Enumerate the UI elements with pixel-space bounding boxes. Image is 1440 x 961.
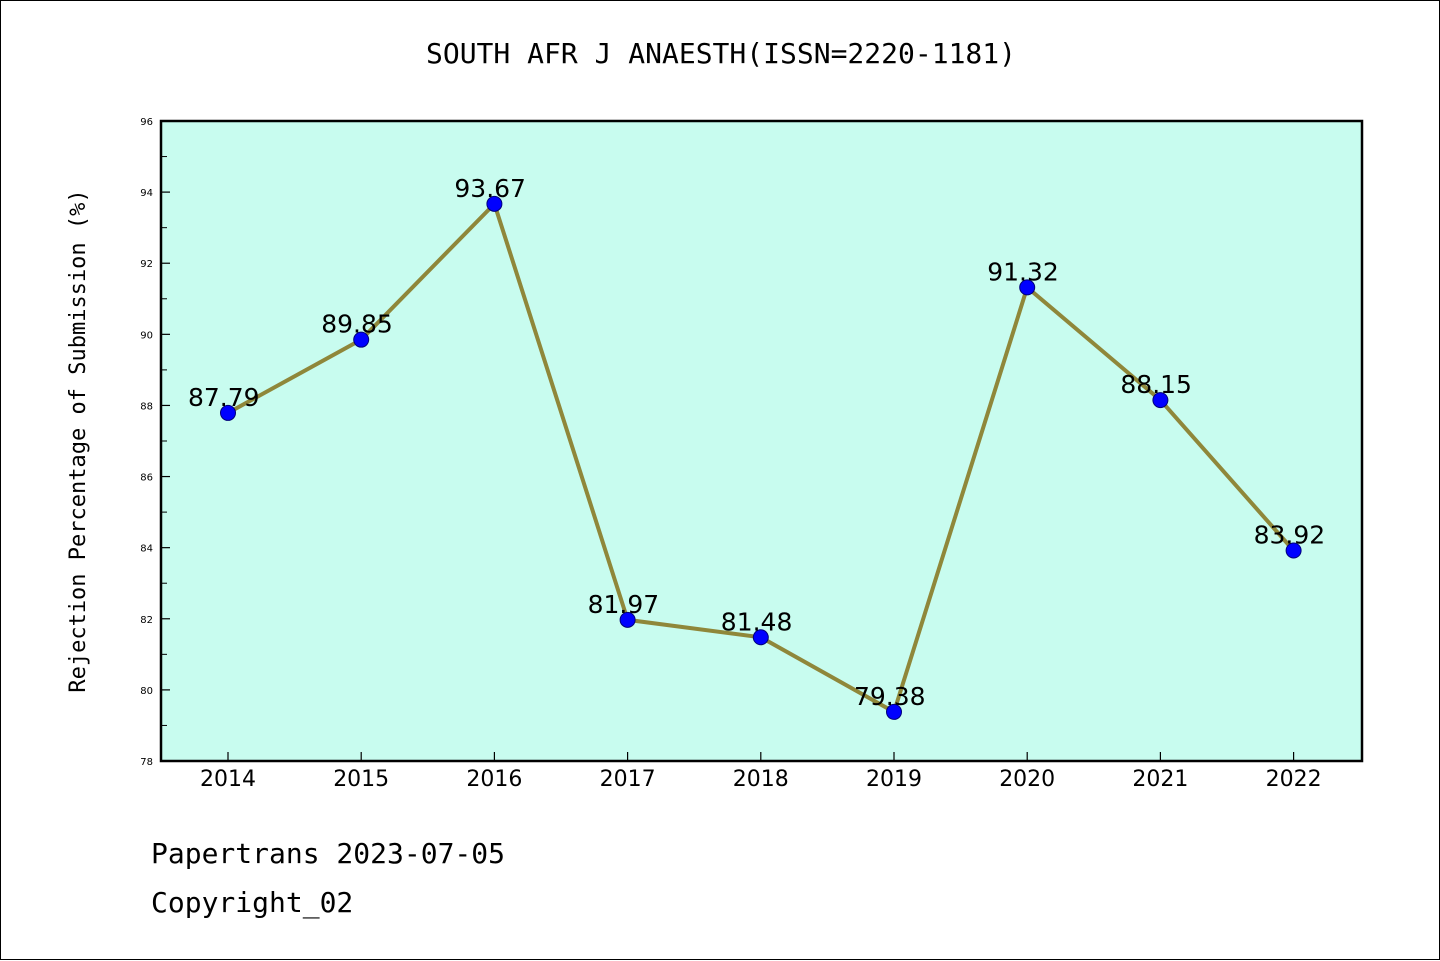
data-label: 79.38 [854, 682, 926, 711]
x-tick-label: 2021 [1132, 767, 1188, 792]
y-tick-label: 92 [140, 259, 153, 270]
y-tick-label: 94 [140, 188, 153, 199]
data-point [220, 404, 236, 421]
footer-copyright: Copyright_02 [151, 886, 354, 919]
y-tick-label: 84 [140, 544, 153, 555]
y-tick-label: 88 [140, 401, 153, 412]
data-label: 81.48 [721, 607, 793, 636]
data-label: 91.32 [987, 257, 1059, 286]
x-tick-label: 2014 [200, 767, 256, 792]
data-point [353, 331, 370, 348]
x-tick-label: 2020 [999, 767, 1055, 792]
x-tick-label: 2017 [600, 767, 656, 792]
x-tick-label: 2019 [866, 767, 922, 792]
plot-area [159, 119, 1364, 763]
data-label: 83.92 [1254, 521, 1326, 550]
footer-date: Papertrans 2023-07-05 [151, 837, 506, 870]
y-tick-label: 96 [140, 117, 153, 128]
x-tick-label: 2016 [466, 767, 522, 792]
data-point [752, 629, 769, 646]
data-point [619, 611, 636, 628]
y-tick-label: 80 [140, 686, 153, 697]
data-label: 88.15 [1120, 370, 1192, 399]
data-point [1285, 542, 1302, 559]
data-point [886, 703, 902, 720]
data-label: 81.97 [588, 590, 660, 619]
data-point [486, 195, 503, 212]
data-label: 87.79 [188, 383, 260, 412]
data-label: 93.67 [454, 174, 526, 203]
y-tick-label: 78 [140, 757, 153, 768]
y-axis-title: Rejection Percentage of Submission (%) [66, 189, 91, 692]
x-tick-label: 2018 [733, 767, 789, 792]
data-point [1152, 392, 1169, 409]
y-tick-label: 90 [140, 330, 153, 341]
x-tick-label: 2022 [1266, 767, 1322, 792]
chart-title: SOUTH AFR J ANAESTH(ISSN=2220-1181) [425, 37, 1016, 70]
data-label: 89.85 [321, 310, 393, 339]
x-tick-label: 2015 [333, 767, 389, 792]
y-tick-label: 86 [140, 473, 153, 484]
data-point [1019, 279, 1036, 296]
y-tick-label: 82 [140, 615, 153, 626]
